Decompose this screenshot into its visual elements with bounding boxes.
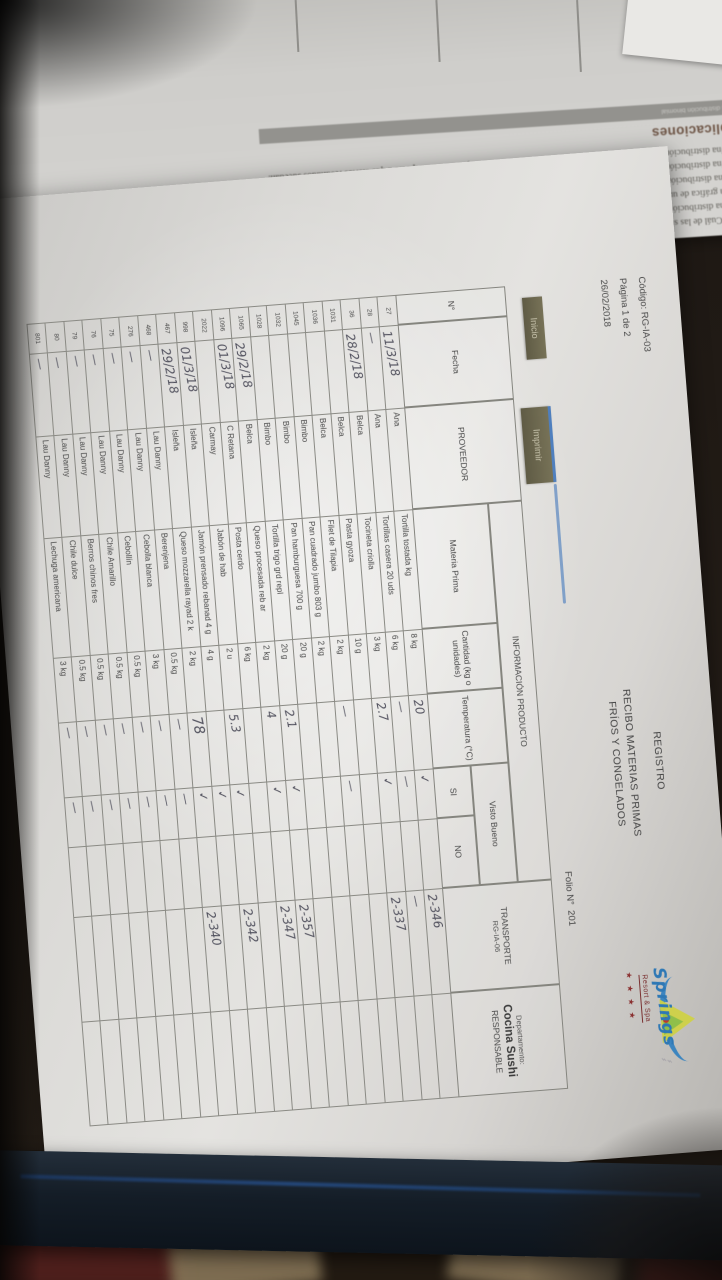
handwritten-value: 5.3: [226, 712, 244, 735]
handwritten-value: —: [50, 355, 66, 368]
folio-number: Folio N° 201: [562, 870, 578, 927]
header-proveedor: PROVEEDOR: [404, 398, 522, 510]
clipboard-ridge: [20, 1174, 701, 1198]
table-body: 27 11/3/18 Ana Tortilla tostada kg 8 kg 20 ✓ 2-…: [26, 294, 459, 1127]
handwritten-value: —: [158, 793, 175, 806]
cell-no: 2022: [192, 309, 214, 341]
handwritten-value: ✓: [380, 775, 396, 789]
cell-no: 998: [174, 310, 195, 343]
cell-no: 1065: [229, 306, 251, 338]
handwritten-value: 2-346: [424, 892, 446, 930]
clipboard-edge: [0, 1150, 722, 1261]
handwritten-value: ✓: [195, 790, 212, 803]
handwritten-value: —: [392, 699, 409, 713]
handwritten-value: —: [134, 719, 151, 733]
handwritten-value: —: [66, 800, 83, 813]
cell-no: 468: [137, 313, 158, 346]
handwritten-value: —: [31, 356, 48, 370]
handwritten-value: —: [140, 794, 157, 808]
handwritten-value: 2-342: [240, 907, 262, 945]
header-departamento: Departamento: Cocina Sushi RESPONSABLE: [450, 984, 569, 1098]
handwritten-value: —: [60, 725, 77, 739]
handwritten-value: ✓: [269, 784, 286, 798]
handwritten-value: —: [123, 349, 140, 363]
handwritten-value: —: [408, 893, 424, 907]
header-materia-prima: Materia Prima: [412, 503, 498, 629]
handwritten-value: —: [121, 795, 138, 809]
handwritten-value: —: [177, 791, 194, 805]
handwritten-value: —: [171, 716, 188, 730]
cell-no: 801: [26, 322, 48, 354]
handwritten-value: —: [79, 724, 95, 737]
logo-stars: ★ ★ ★ ★: [624, 971, 638, 1022]
handwritten-value: —: [85, 798, 101, 812]
cell-no: 276: [118, 315, 140, 347]
cell-no: 79: [63, 319, 85, 351]
materials-table: N° Fecha PROVEEDOR INFORMACIÓN PRODUCTO …: [26, 286, 569, 1127]
handwritten-value: ✓: [214, 788, 230, 802]
handwritten-value: 2-347: [277, 904, 299, 942]
handwritten-value: —: [363, 330, 380, 344]
document-title-block: REGISTRO RECIBO MATERIAS PRIMAS FRÍOS Y …: [594, 571, 680, 954]
handwritten-value: —: [105, 350, 122, 364]
form-paper-sheet: Código: RG-IA-03 Página 1 de 2 26/02/201…: [0, 146, 722, 1203]
cell-no: 1045: [284, 302, 306, 334]
handwritten-value: 2.1: [281, 708, 300, 730]
cell-no: 1096: [210, 307, 232, 340]
cell-no: 76: [81, 318, 103, 350]
imprimir-button: Imprimir: [520, 406, 557, 485]
cell-no: 36: [340, 297, 361, 330]
cell-visto-si: —: [63, 796, 87, 848]
header-no-sub: NO: [436, 815, 480, 889]
handwritten-value: —: [116, 721, 132, 734]
handwritten-value: —: [337, 703, 354, 717]
white-card-corner: [622, 0, 722, 66]
cell-no: 80: [44, 321, 66, 353]
header-fecha: Fecha: [397, 316, 514, 408]
inicio-button: Inicio: [521, 296, 547, 360]
header-si: SI: [432, 765, 475, 819]
handwritten-value: —: [152, 718, 169, 731]
handwritten-value: —: [87, 352, 103, 365]
handwritten-value: 2.7: [373, 700, 392, 723]
header-cantidad: Cantidad (kg o unidades): [421, 622, 503, 694]
handwritten-value: —: [97, 722, 114, 736]
handwritten-value: —: [398, 774, 415, 787]
handwritten-value: 2-357: [295, 902, 317, 940]
form-document: Código: RG-IA-03 Página 1 de 2 26/02/201…: [0, 170, 720, 1178]
hotel-logo: Springs Resort & Spa ★ ★ ★ ★ ⌁⌁: [604, 956, 715, 1113]
header-temperatura: Temperatura (°C): [426, 687, 509, 769]
cell-no: 1036: [303, 300, 324, 333]
cell-no: 1032: [266, 303, 288, 335]
handwritten-value: —: [103, 797, 120, 811]
handwritten-value: 78: [188, 715, 208, 736]
handwritten-value: ✓: [417, 772, 433, 786]
handwritten-value: ✓: [232, 787, 249, 800]
cell-no: 467: [155, 312, 177, 344]
handwritten-value: 4: [263, 709, 280, 720]
handwritten-value: 2-340: [203, 910, 225, 947]
handwritten-value: 2-337: [388, 895, 409, 933]
cell-no: 27: [376, 294, 398, 327]
cell-no: 75: [100, 316, 122, 349]
cell-no: 1031: [321, 299, 343, 331]
cell-no: 28: [358, 296, 380, 328]
handwritten-value: —: [142, 348, 159, 361]
handwritten-value: ✓: [287, 782, 304, 796]
document-code-block: Código: RG-IA-03 Página 1 de 2 26/02/201…: [594, 276, 657, 356]
header-transporte: TRANSPORTE RG-IA-06: [442, 879, 560, 993]
handwritten-value: 20: [410, 698, 428, 716]
blue-highlight-line: [553, 483, 567, 604]
cell-no: 1028: [247, 305, 269, 337]
handwritten-value: —: [68, 353, 85, 367]
handwritten-value: —: [343, 778, 359, 792]
handwritten-signature: ⌁⌁: [659, 1054, 675, 1068]
